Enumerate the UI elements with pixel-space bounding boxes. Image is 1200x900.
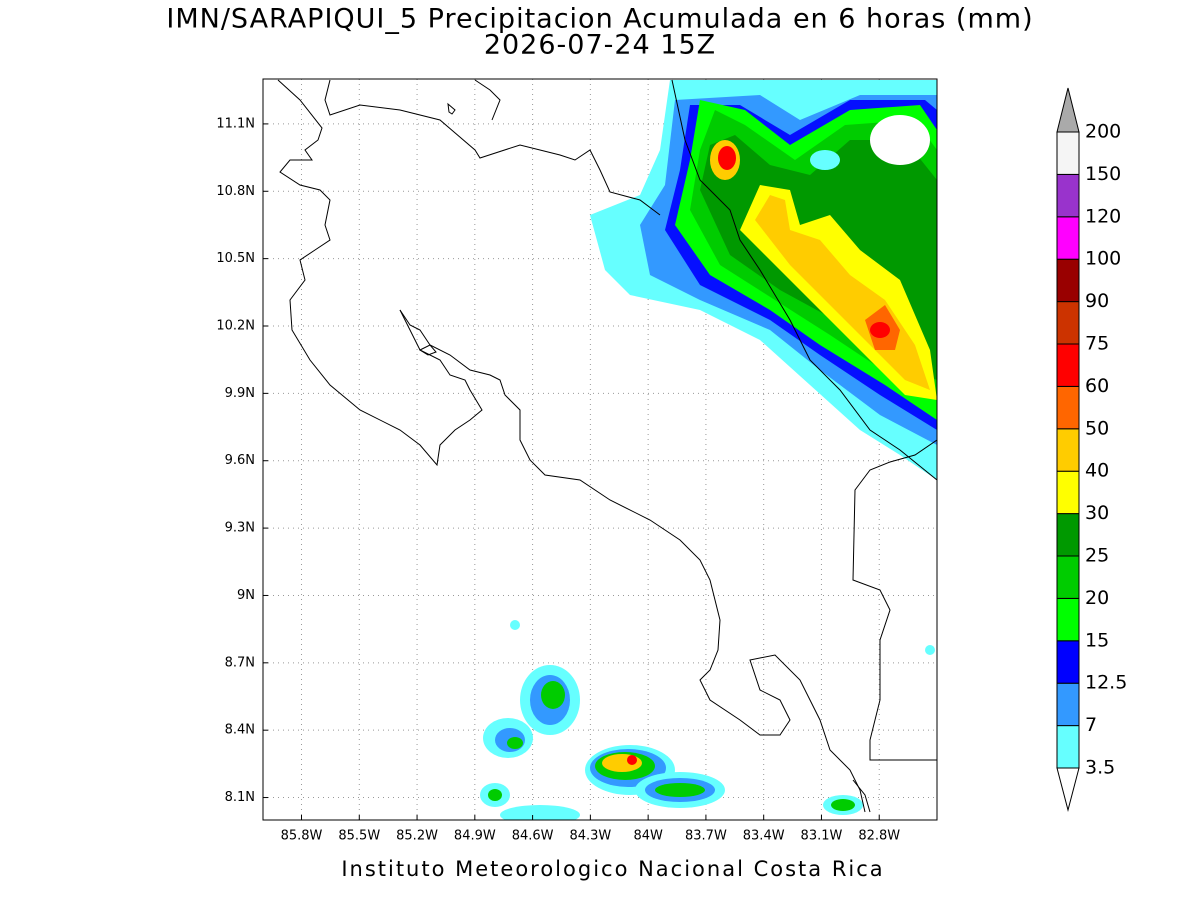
y-tick-label: 9.6N xyxy=(225,453,255,468)
x-tick-label: 85.2W xyxy=(396,829,438,844)
colorbar-label: 90 xyxy=(1085,290,1109,312)
coastlines xyxy=(277,79,937,813)
colorbar-label: 25 xyxy=(1085,545,1109,567)
colorbar-segment xyxy=(1056,173,1080,218)
y-tick-label: 9.9N xyxy=(225,386,255,401)
colorbar-segment xyxy=(1056,301,1080,345)
colorbar-over xyxy=(1056,87,1080,133)
x-tick-label: 83.4W xyxy=(743,829,785,844)
footer: Instituto Meteorologico Nacional Costa R… xyxy=(341,857,884,881)
colorbar-segment xyxy=(1056,131,1080,175)
colorbar-label: 7 xyxy=(1085,714,1097,736)
colorbar-segment xyxy=(1056,513,1080,557)
colorbar-segment xyxy=(1056,470,1080,515)
y-tick-label: 10.5N xyxy=(216,251,255,266)
y-tick-label: 11.1N xyxy=(216,116,255,131)
colorbar-label: 40 xyxy=(1085,460,1109,482)
colorbar-label: 3.5 xyxy=(1085,757,1115,779)
precipitation-field xyxy=(277,79,937,820)
colorbar-label: 50 xyxy=(1085,417,1109,439)
colorbar-label: 60 xyxy=(1085,375,1109,397)
y-tick-label: 8.4N xyxy=(225,723,255,738)
x-tick-label: 85.8W xyxy=(281,829,323,844)
rain-south xyxy=(480,620,935,820)
colorbar-label: 120 xyxy=(1085,205,1121,227)
y-tick-label: 9.3N xyxy=(225,521,255,536)
x-tick-label: 83.1W xyxy=(801,829,843,844)
colorbar-segment xyxy=(1056,216,1080,260)
colorbar-segment xyxy=(1056,343,1080,387)
colorbar-segment xyxy=(1056,597,1080,642)
colorbar-segment xyxy=(1056,640,1080,684)
colorbar-segment xyxy=(1056,385,1080,430)
colorbar-segment xyxy=(1056,682,1080,727)
colorbar-label: 20 xyxy=(1085,587,1109,609)
colorbar-label: 100 xyxy=(1085,248,1121,270)
map-frame xyxy=(262,78,938,821)
y-tick-label: 8.1N xyxy=(225,790,255,805)
axes: 85.8W 85.5W 85.2W 84.9W 84.6W 84.3W 84W 83.7W 83… xyxy=(216,116,900,843)
x-tick-label: 84.3W xyxy=(569,829,611,844)
colorbar-label: 75 xyxy=(1085,333,1109,355)
colorbar-label: 200 xyxy=(1085,121,1121,143)
title: IMN/SARAPIQUI_5 Precipitacion Acumulada … xyxy=(166,4,1033,35)
y-tick-label: 8.7N xyxy=(225,655,255,670)
colorbar-segment xyxy=(1056,725,1080,769)
colorbar-segment xyxy=(1056,428,1080,472)
y-tick-label: 10.8N xyxy=(216,184,255,199)
x-tick-label: 82.8W xyxy=(858,829,900,844)
colorbar-label: 30 xyxy=(1085,502,1109,524)
y-tick-label: 9N xyxy=(237,588,255,603)
x-tick-label: 85.5W xyxy=(338,829,380,844)
x-tick-label: 84.6W xyxy=(512,829,554,844)
colorbar: 3.5 7 12.5 15 20 25 30 40 50 60 75 90 100 120 150 200 xyxy=(1056,87,1127,812)
colorbar-under xyxy=(1056,767,1080,812)
colorbar-segment xyxy=(1056,555,1080,599)
subtitle: 2026-07-24 15Z xyxy=(484,30,716,61)
colorbar-segment xyxy=(1056,258,1080,303)
y-tick-label: 10.2N xyxy=(216,319,255,334)
x-tick-label: 84W xyxy=(633,829,663,844)
colorbar-label: 15 xyxy=(1085,629,1109,651)
x-tick-label: 84.9W xyxy=(454,829,496,844)
colorbar-label: 150 xyxy=(1085,163,1121,185)
colorbar-label: 12.5 xyxy=(1085,672,1127,694)
grid xyxy=(263,79,937,820)
x-tick-label: 83.7W xyxy=(685,829,727,844)
rain-north-east xyxy=(590,80,937,480)
